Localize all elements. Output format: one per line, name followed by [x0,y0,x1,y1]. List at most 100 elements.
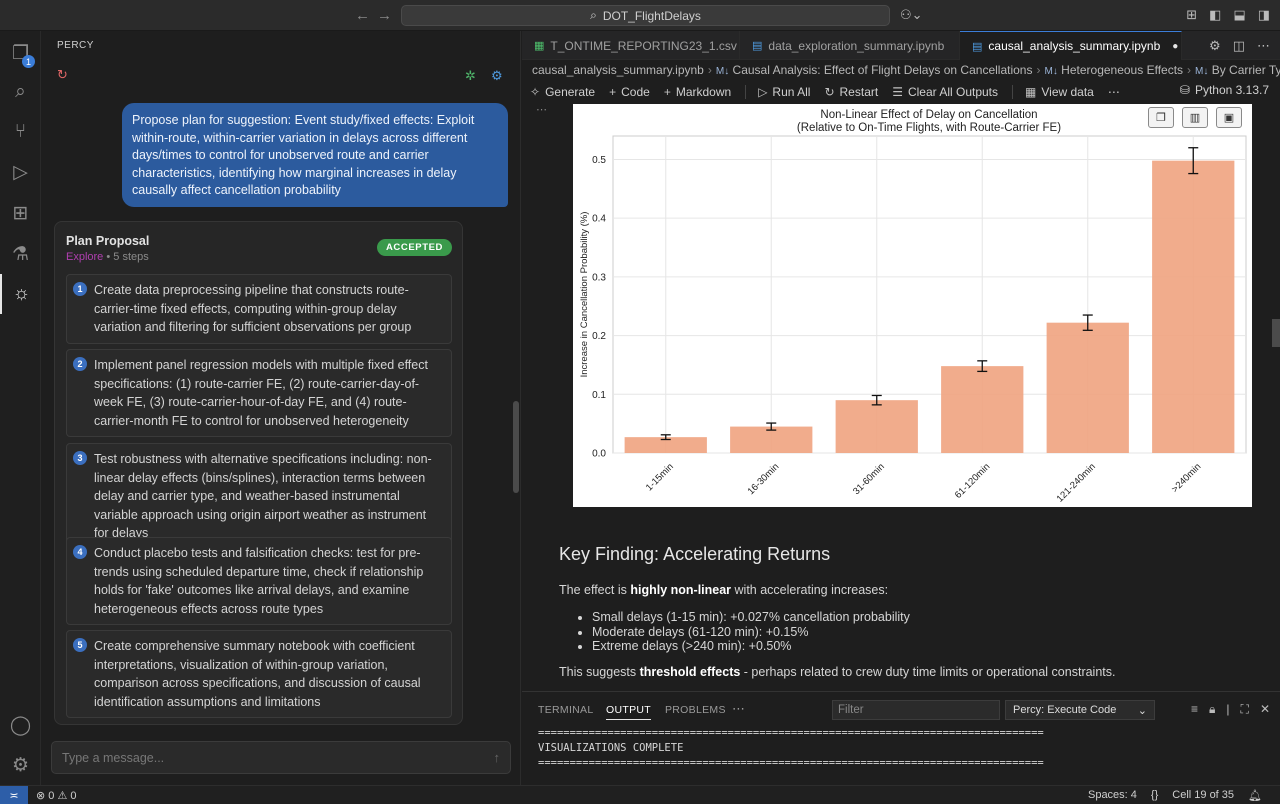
x-tick-label: 16-30min [746,461,782,497]
chart-title: Non-Linear Effect of Delay on Cancellati… [820,109,1037,121]
markdown-heading: Key Finding: Accelerating Returns [559,544,831,564]
tab-causal-analysis[interactable]: ▤ causal_analysis_summary.ipynb ● [960,31,1182,60]
toggle-primary-sidebar-icon[interactable]: ◧ [1209,7,1222,22]
command-center-search[interactable]: ⌕ DOT_FlightDelays [401,5,890,26]
kernel-picker[interactable]: ⛁ Python 3.13.7 [1180,83,1269,97]
editor-scrollbar[interactable] [1272,319,1280,347]
tab-label: T_ONTIME_REPORTING23_1.csv [550,38,737,53]
remote-indicator-icon[interactable]: ≍ [0,786,28,804]
plus-icon: + [609,85,617,99]
maximize-panel-icon[interactable]: ⛶ [1240,702,1249,716]
tab-csv[interactable]: ▦ T_ONTIME_REPORTING23_1.csv [522,31,740,60]
generate-button[interactable]: ✧ Generate [530,85,595,99]
copilot-icon[interactable]: ⚇⌄ [900,7,923,22]
testing-flask-icon[interactable]: ⚗ [11,243,30,265]
run-debug-icon[interactable]: ▷ [13,161,28,183]
side-panel-scrollbar[interactable] [513,401,519,493]
problems-status[interactable]: ⊗ 0 ⚠ 0 [36,790,77,802]
lock-scroll-icon[interactable]: 🔒︎ [1209,702,1216,716]
plan-title: Plan Proposal [66,234,150,248]
toggle-secondary-sidebar-icon[interactable]: ◨ [1257,7,1270,22]
plot-frame [612,135,1247,454]
side-panel-title: PERCY [57,40,94,51]
intro-suffix: with accelerating increases: [731,583,889,597]
notebook-settings-gear-icon[interactable]: ⚙ [1209,38,1221,53]
account-icon[interactable]: ◯ [9,714,32,736]
more-actions-icon[interactable]: ⋯ [1257,38,1270,53]
source-control-icon[interactable]: ⑂ [14,121,27,142]
status-bar: ≍ ⊗ 0 ⚠ 0 Spaces: 4 {} Cell 19 of 35 🔔︎ [0,785,1280,804]
code-label: Code [621,85,650,99]
run-all-button[interactable]: ▷ Run All [758,85,810,99]
manage-gear-icon[interactable]: ⚙ [11,754,30,776]
output-channel-label: Percy: Execute Code [1013,704,1117,716]
y-tick-label: 0.1 [592,390,606,401]
step-text: Create data preprocessing pipeline that … [94,283,412,334]
toggle-panel-icon[interactable]: ⬓ [1233,7,1246,22]
tab-terminal[interactable]: TERMINAL [538,704,594,716]
close-panel-icon[interactable]: ✕ [1259,702,1270,716]
tab-problems[interactable]: PROBLEMS [665,704,726,716]
tab-label: causal_analysis_summary.ipynb [988,39,1161,53]
y-tick-label: 0.4 [592,214,606,225]
add-markdown-button[interactable]: + Markdown [664,85,731,99]
save-output-icon[interactable]: ▣ [1216,107,1242,128]
unsaved-dot-icon[interactable]: ● [1172,40,1179,52]
clear-output-icon[interactable]: ≡ [1191,702,1199,716]
breadcrumb-item[interactable]: Causal Analysis: Effect of Flight Delays… [732,63,1033,77]
clear-outputs-label: Clear All Outputs [907,85,999,99]
view-data-button[interactable]: ▦ View data [1025,85,1094,99]
add-code-button[interactable]: + Code [609,85,650,99]
conclusion-suffix: - perhaps related to crew duty time limi… [740,665,1116,679]
notifications-bell-icon[interactable]: 🔔︎ [1248,790,1262,802]
plan-step: 1 Create data preprocessing pipeline tha… [66,274,452,344]
explorer-icon[interactable]: ❐ 1 [0,33,41,73]
refresh-icon[interactable]: ↻ [57,67,68,82]
x-tick-label: 121-240min [1055,461,1098,504]
bar [835,400,918,453]
tab-data-exploration[interactable]: ▤ data_exploration_summary.ipynb [740,31,960,60]
tab-output[interactable]: OUTPUT [606,704,651,720]
cell-more-icon[interactable]: ⋯ [536,104,547,116]
breadcrumb-item[interactable]: causal_analysis_summary.ipynb [532,63,704,77]
bar-chart: 0.0 0.1 0.2 0.3 0.4 0.5 1-15min 16-30min 31-60mi… [579,109,1247,505]
toolbar-divider [1012,85,1014,99]
cell-position-status[interactable]: Cell 19 of 35 [1172,789,1235,801]
message-input[interactable]: Type a message... ↑ [51,741,511,774]
tab-label: data_exploration_summary.ipynb [768,38,945,53]
output-channel-select[interactable]: Percy: Execute Code ⌄ [1005,700,1155,720]
markdown-icon: M↓ [1044,66,1058,77]
plot-viewer-icon[interactable]: ▥ [1182,107,1208,128]
panel-more-icon[interactable]: ⋯ [732,701,746,716]
workspace-name: DOT_FlightDelays [602,8,701,23]
split-editor-icon[interactable]: ◫ [1232,38,1245,53]
intro-bold: highly non-linear [630,583,732,597]
back-arrow-icon[interactable]: ← [355,7,370,24]
bug-icon[interactable]: ✲ [465,68,476,83]
send-arrow-icon[interactable]: ↑ [493,750,501,765]
copy-output-icon[interactable]: ❐ [1148,107,1174,128]
percy-lightbulb-icon[interactable]: ☼ [0,274,41,314]
braces-icon[interactable]: {} [1150,789,1159,801]
forward-arrow-icon[interactable]: → [377,7,392,24]
y-tick-label: 0.3 [592,272,606,283]
extensions-icon[interactable]: ⊞ [12,202,29,224]
breadcrumb-item[interactable]: By Carrier Type [1211,63,1280,77]
settings-gear-icon[interactable]: ⚙ [491,68,503,83]
indentation-status[interactable]: Spaces: 4 [1087,789,1137,801]
output-line: ========================================… [538,727,1044,739]
output-filter-input[interactable]: Filter [832,700,1000,720]
breadcrumb-chevron-icon: › [1036,63,1041,77]
plan-subtitle: Explore • 5 steps [66,251,149,263]
toolbar-more-icon[interactable]: ⋯ [1107,85,1120,99]
clear-outputs-button[interactable]: ☰ Clear All Outputs [892,85,998,99]
step-text: Conduct placebo tests and falsification … [94,546,424,616]
chevron-down-icon: ⌄ [1137,705,1147,717]
plan-step: 3 Test robustness with alternative speci… [66,443,452,550]
search-icon[interactable]: ⌕ [15,81,26,102]
list-item: Small delays (1-15 min): +0.027% cancell… [592,610,910,625]
step-text: Test robustness with alternative specifi… [94,452,432,540]
customize-layout-icon[interactable]: ⊞ [1186,7,1198,22]
restart-button[interactable]: ↻ Restart [824,85,878,99]
breadcrumb-item[interactable]: Heterogeneous Effects [1061,63,1184,77]
